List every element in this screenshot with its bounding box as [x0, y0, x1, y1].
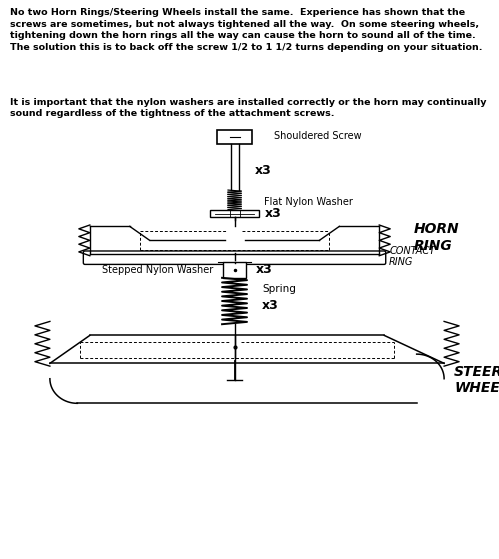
Text: Flat Nylon Washer: Flat Nylon Washer [264, 197, 353, 207]
Text: x3: x3 [255, 263, 272, 277]
Text: CONTACT
RING: CONTACT RING [389, 246, 435, 268]
Text: HORN
RING: HORN RING [414, 222, 460, 253]
Bar [210, 210, 259, 217]
Text: STEERING
WHEEL: STEERING WHEEL [454, 365, 499, 395]
Text: x3: x3 [254, 164, 271, 177]
Text: x3: x3 [262, 299, 279, 312]
Text: Spring: Spring [262, 284, 296, 294]
FancyBboxPatch shape [83, 251, 386, 264]
Text: Shouldered Screw: Shouldered Screw [274, 131, 362, 141]
Text: It is important that the nylon washers are installed correctly or the horn may c: It is important that the nylon washers a… [10, 98, 487, 119]
Text: x3: x3 [264, 207, 281, 220]
Text: Stepped Nylon Washer: Stepped Nylon Washer [102, 265, 213, 275]
Bar [223, 262, 246, 278]
Bar [217, 130, 252, 144]
Text: No two Horn Rings/Steering Wheels install the same.  Experience has shown that t: No two Horn Rings/Steering Wheels instal… [10, 8, 483, 52]
